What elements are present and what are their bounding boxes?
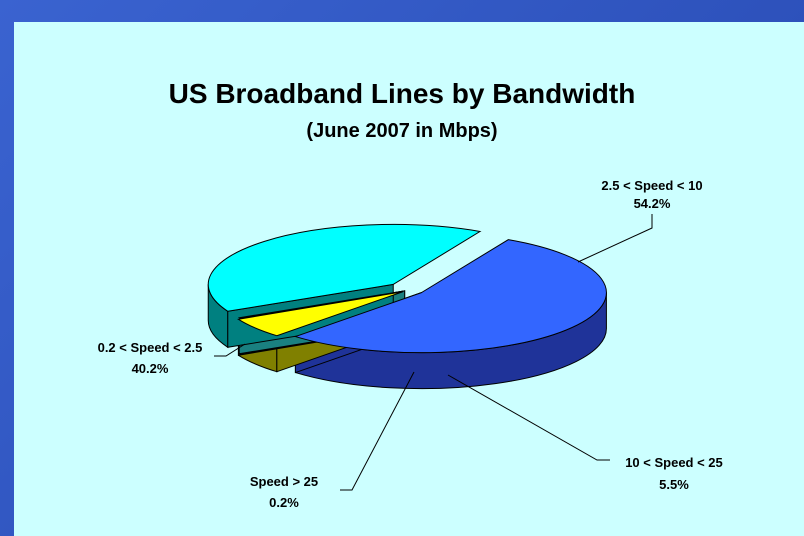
leader-line-1 [577, 214, 653, 263]
chart-panel [14, 22, 804, 536]
leader-lines [214, 214, 653, 491]
slice-4-top [207, 223, 482, 312]
slice-label-4: 0.2 < Speed < 2.5 [98, 340, 203, 355]
leader-line-2 [447, 374, 610, 461]
leader-line-3 [340, 371, 415, 491]
leader-line-4 [214, 343, 246, 357]
slice-1-top [293, 239, 607, 354]
slice-value-3: 0.2% [269, 495, 299, 510]
slice-value-2: 5.5% [659, 477, 689, 492]
slice-3-top [237, 290, 405, 319]
slice-label-2: 10 < Speed < 25 [625, 455, 723, 470]
pie-slices [207, 223, 607, 390]
slice-2-top [237, 291, 403, 337]
slice-label-1: 2.5 < Speed < 10 [601, 178, 702, 193]
chart-title: US Broadband Lines by Bandwidth [168, 78, 636, 109]
slice-label-3: Speed > 25 [250, 474, 318, 489]
chart-subtitle: (June 2007 in Mbps) [306, 120, 498, 142]
slice-value-4: 40.2% [132, 361, 169, 376]
slice-value-1: 54.2% [634, 196, 671, 211]
